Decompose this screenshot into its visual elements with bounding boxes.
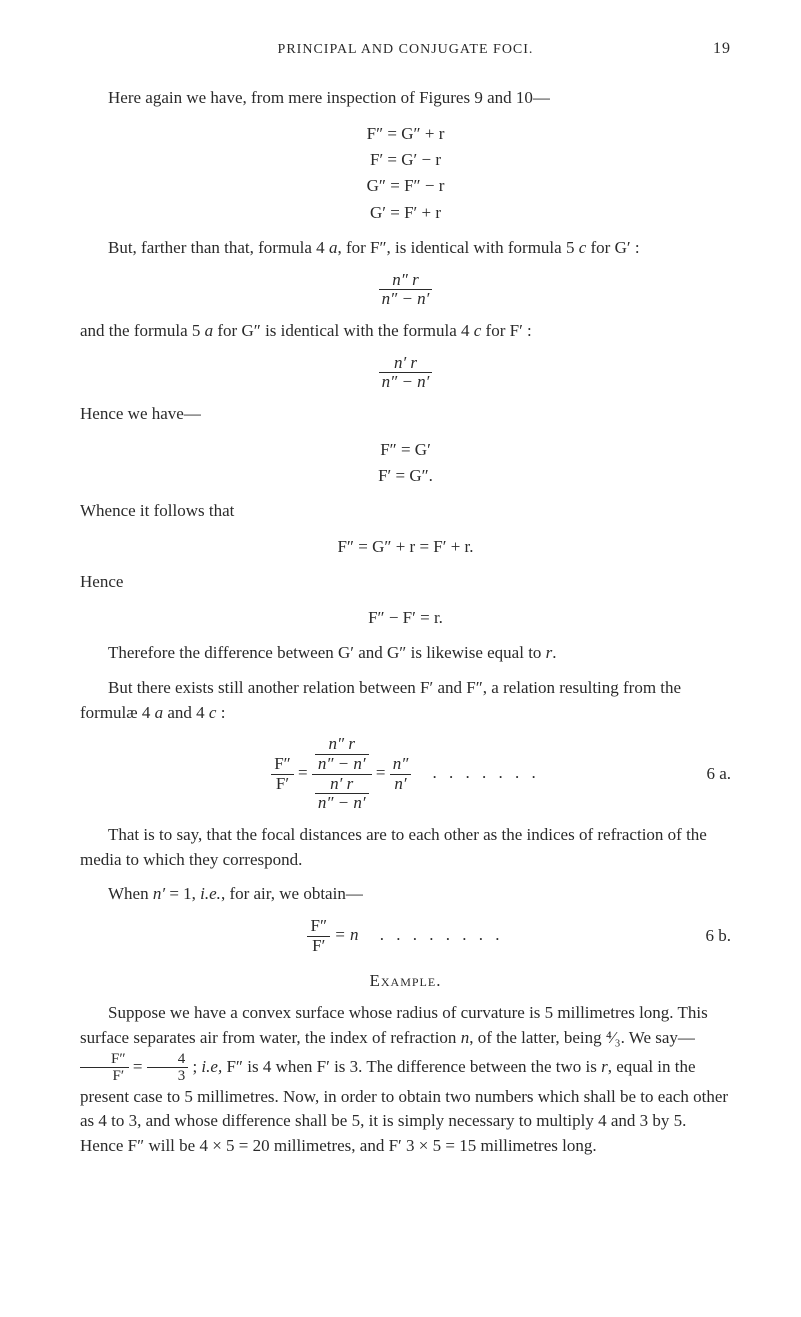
p10-text-e: , for air, we obtain— [221, 884, 363, 903]
equation-block-8: F″ F′ = n . . . . . . . . 6 b. [80, 917, 731, 955]
page-number: 19 [691, 40, 731, 58]
eq7-big-num: n″ r n″ − n′ [312, 735, 372, 774]
eq7-dots: . . . . . . . [433, 763, 540, 782]
eq8-space [363, 925, 376, 944]
paragraph-2: But, farther than that, formula 4 a, for… [80, 236, 731, 261]
eq1-line4: G′ = F′ + r [80, 200, 731, 226]
equation-block-2: n″ r n″ − n′ [80, 271, 731, 309]
p11-eq: = [129, 1057, 147, 1076]
p3-var-a: a [205, 321, 214, 340]
p11-text-d: ; [188, 1057, 201, 1076]
paragraph-3: and the formula 5 a for G″ is identical … [80, 319, 731, 344]
eq1-line3: G″ = F″ − r [80, 173, 731, 199]
eq8-lhs-num: F″ [307, 917, 330, 937]
equation-block-6: F″ − F′ = r. [80, 605, 731, 631]
eq7-top-num: n″ r [315, 735, 369, 755]
paragraph-5: Whence it follows that [80, 499, 731, 524]
eq8-tag: 6 b. [706, 926, 732, 946]
p10-var-n: n′ [153, 884, 165, 903]
eq6-line: F″ − F′ = r. [80, 605, 731, 631]
eq4-line1: F″ = G′ [80, 437, 731, 463]
running-title: PRINCIPAL AND CONJUGATE FOCI. [120, 42, 691, 58]
paragraph-6: Hence [80, 570, 731, 595]
p11-frac-right: 43 [147, 1051, 189, 1085]
eq4-line2: F′ = G″. [80, 463, 731, 489]
eq7-top-den: n″ − n′ [315, 755, 369, 774]
eq8-lhs: F″ F′ [307, 917, 330, 955]
p11-text-f: F″ is 4 when F′ is 3. The difference bet… [222, 1057, 601, 1076]
eq3-den: n″ − n′ [379, 373, 433, 392]
p11-frac-rden: 3 [147, 1068, 189, 1085]
eq7-bot-den: n″ − n′ [315, 794, 369, 813]
eq3-num: n′ r [379, 354, 433, 374]
p7-text-c: . [552, 643, 556, 662]
p3-text-c: for G″ is identical with the formula 4 [213, 321, 474, 340]
p2-text-a: But, farther than that, formula 4 [108, 238, 329, 257]
eq7-lhs-den: F′ [271, 775, 294, 794]
eq7-tag: 6 a. [706, 764, 731, 784]
p3-text-e: for F′ : [481, 321, 531, 340]
running-head: PRINCIPAL AND CONJUGATE FOCI. 19 [80, 40, 731, 58]
eq8-dots: . . . . . . . . [380, 925, 504, 944]
eq7-eq2: = [376, 763, 390, 782]
paragraph-4: Hence we have— [80, 402, 731, 427]
paragraph-1: Here again we have, from mere inspection… [80, 86, 731, 111]
paragraph-10: When n′ = 1, i.e., for air, we obtain— [80, 882, 731, 907]
eq7-eq1: = [298, 763, 312, 782]
eq7-rhs: n″ n′ [390, 755, 412, 793]
equation-block-7: F″ F′ = n″ r n″ − n′ n′ r n″ − n′ [80, 735, 731, 813]
eq7-big-den: n′ r n″ − n′ [312, 775, 372, 813]
p11-var-n: n [461, 1028, 470, 1047]
eq7-rhs-num: n″ [390, 755, 412, 775]
eq7-bot-num: n′ r [315, 775, 369, 795]
equation-block-5: F″ = G″ + r = F′ + r. [80, 534, 731, 560]
p11-frac-lden: F′ [80, 1068, 129, 1085]
eq2-fraction: n″ r n″ − n′ [379, 271, 433, 309]
eq7-tag-text: 6 a. [706, 764, 731, 783]
equation-block-4: F″ = G′ F′ = G″. [80, 437, 731, 490]
p11-ie: i.e, [201, 1057, 222, 1076]
eq8-center: F″ F′ = n . . . . . . . . [307, 917, 503, 955]
eq2-den: n″ − n′ [379, 290, 433, 309]
p11-var-r: r [601, 1057, 608, 1076]
eq7-space [416, 763, 429, 782]
equation-block-1: F″ = G″ + r F′ = G′ − r G″ = F″ − r G′ =… [80, 121, 731, 226]
equation-block-3: n′ r n″ − n′ [80, 354, 731, 392]
eq1-line1: F″ = G″ + r [80, 121, 731, 147]
p7-text-a: Therefore the difference between G′ and … [108, 643, 546, 662]
p10-text-a: When [108, 884, 153, 903]
eq7-bigfrac: n″ r n″ − n′ n′ r n″ − n′ [312, 735, 372, 813]
p11-text-c: , of the latter, being ⁴⁄₃. We say— [469, 1028, 695, 1047]
p2-text-c: , for F″, is identical with formula 5 [337, 238, 578, 257]
eq8-tag-text: 6 b. [706, 926, 732, 945]
eq7-center: F″ F′ = n″ r n″ − n′ n′ r n″ − n′ [271, 735, 540, 813]
paragraph-11: Suppose we have a convex surface whose r… [80, 1001, 731, 1158]
p8-text-e: : [216, 703, 225, 722]
eq3-fraction: n′ r n″ − n′ [379, 354, 433, 392]
eq7-lhs: F″ F′ [271, 755, 294, 793]
paragraph-7: Therefore the difference between G′ and … [80, 641, 731, 666]
page: PRINCIPAL AND CONJUGATE FOCI. 19 Here ag… [0, 0, 801, 1317]
example-heading: Example. [80, 971, 731, 991]
p11-frac-left: F″F′ [80, 1051, 129, 1085]
p8-var-a: a [155, 703, 164, 722]
eq7-lhs-num: F″ [271, 755, 294, 775]
eq7-top-inner: n″ r n″ − n′ [315, 735, 369, 773]
eq1-line2: F′ = G′ − r [80, 147, 731, 173]
p11-frac-rnum: 4 [147, 1051, 189, 1069]
eq8-rhs: = n [334, 925, 358, 944]
eq2-num: n″ r [379, 271, 433, 291]
p10-ie: i.e. [200, 884, 221, 903]
p11-frac-lnum: F″ [80, 1051, 129, 1069]
p8-text-c: and 4 [163, 703, 209, 722]
p2-text-e: for G′ : [586, 238, 639, 257]
eq7-rhs-den: n′ [390, 775, 412, 794]
eq7-bot-inner: n′ r n″ − n′ [315, 775, 369, 813]
p10-text-c: = 1, [165, 884, 200, 903]
paragraph-9: That is to say, that the focal distances… [80, 823, 731, 872]
paragraph-8: But there exists still another relation … [80, 676, 731, 725]
p3-text-a: and the formula 5 [80, 321, 205, 340]
eq5-line: F″ = G″ + r = F′ + r. [80, 534, 731, 560]
eq8-lhs-den: F′ [307, 937, 330, 956]
